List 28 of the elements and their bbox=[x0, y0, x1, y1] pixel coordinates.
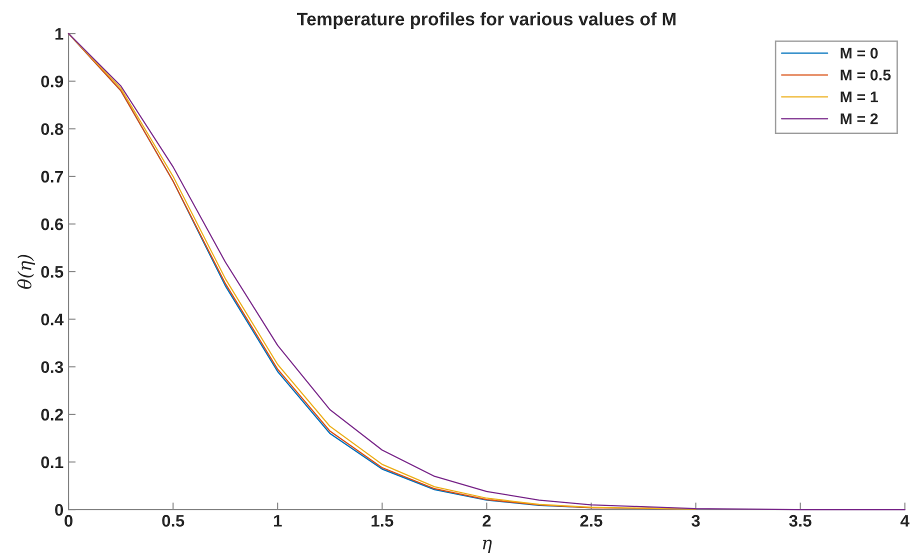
legend-label: M = 0.5 bbox=[840, 70, 891, 80]
y-tick-label: 0.8 bbox=[41, 123, 64, 136]
x-tick-label: 3.5 bbox=[789, 514, 812, 527]
legend-label: M = 0 bbox=[840, 48, 878, 59]
y-tick-label: 0.2 bbox=[41, 408, 64, 421]
y-tick-label: 0.3 bbox=[41, 361, 64, 374]
legend-label: M = 1 bbox=[840, 92, 878, 102]
chart-title: Temperature profiles for various values of M bbox=[296, 12, 676, 30]
x-tick-label: 4 bbox=[900, 515, 910, 527]
x-tick-label: 3 bbox=[692, 514, 700, 527]
x-tick-label: 1.5 bbox=[372, 515, 394, 527]
y-axis-title: θ(η) bbox=[17, 254, 35, 289]
line-series bbox=[68, 32, 906, 510]
legend-label: M = 2 bbox=[840, 113, 878, 124]
x-tick-label: 2.5 bbox=[580, 514, 602, 527]
x-tick-label: 0 bbox=[64, 514, 72, 527]
y-tick-label: 0.9 bbox=[41, 76, 64, 88]
y-tick-label: 0.1 bbox=[41, 456, 64, 468]
y-tick-label: 1 bbox=[55, 28, 64, 40]
x-tick-label: 2 bbox=[482, 514, 491, 527]
y-tick-label: 0.4 bbox=[41, 314, 64, 326]
x-tick-label: 0.5 bbox=[162, 514, 184, 527]
y-tick-label: 0.7 bbox=[41, 170, 63, 183]
x-axis-title: η bbox=[482, 540, 492, 554]
y-tick-label: 0.5 bbox=[41, 266, 64, 278]
y-tick-label: 0 bbox=[55, 504, 64, 516]
x-tick-label: 1 bbox=[274, 515, 282, 527]
y-tick-label: 0.6 bbox=[41, 218, 64, 230]
